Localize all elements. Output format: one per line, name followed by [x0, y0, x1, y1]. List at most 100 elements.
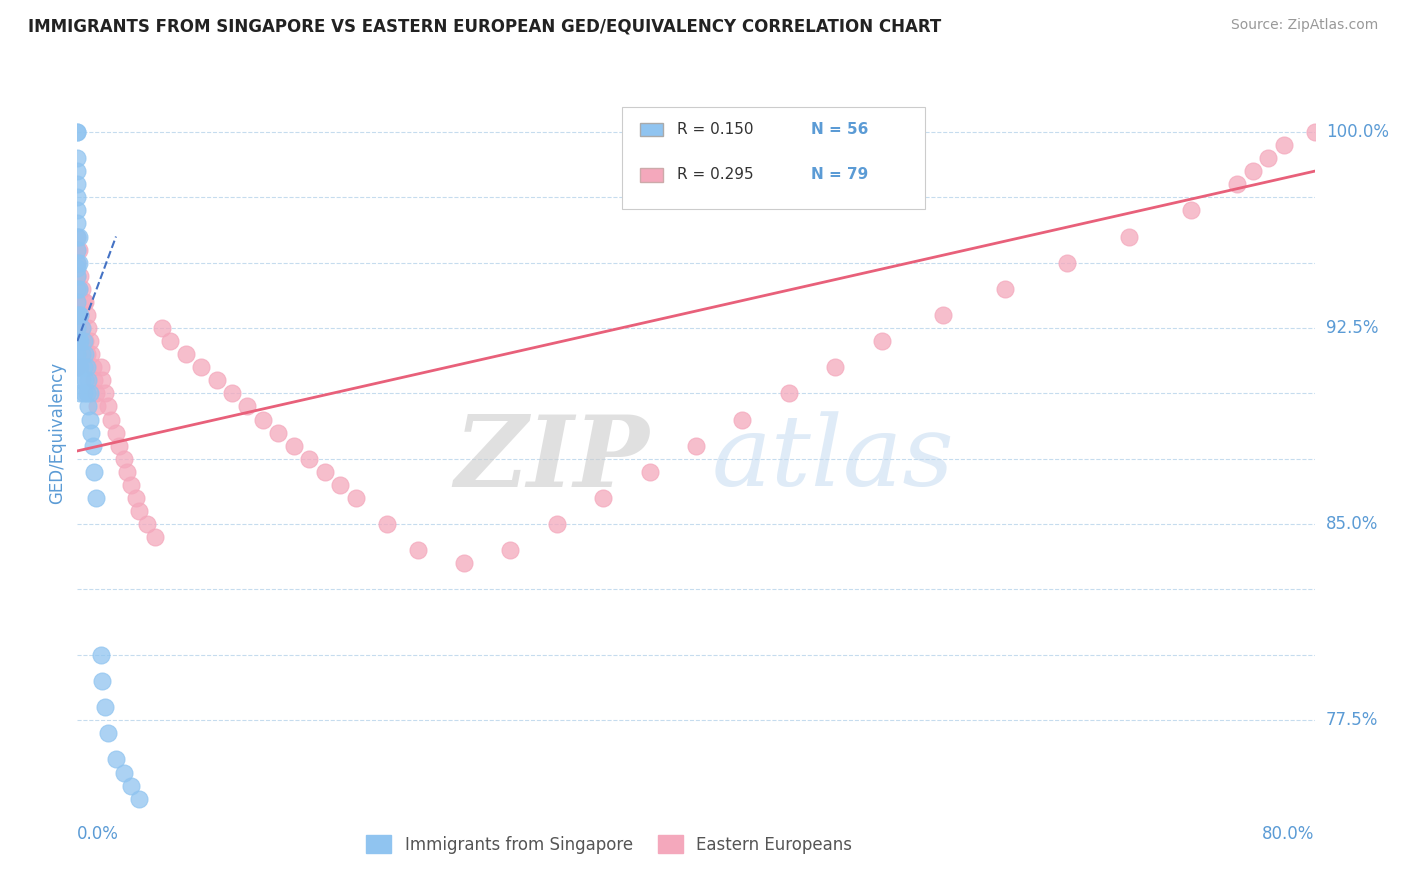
Point	[499, 543, 522, 558]
Point	[77, 400, 100, 414]
Point	[79, 386, 101, 401]
Text: 80.0%: 80.0%	[1263, 825, 1315, 843]
Point	[66, 308, 89, 322]
Point	[67, 282, 90, 296]
Point	[69, 308, 91, 322]
Point	[105, 425, 127, 440]
Point	[66, 294, 89, 309]
Text: N = 56: N = 56	[811, 122, 869, 136]
Point	[83, 465, 105, 479]
Point	[72, 334, 94, 348]
Point	[70, 282, 93, 296]
Point	[252, 412, 274, 426]
Point	[84, 386, 107, 401]
Point	[69, 334, 91, 348]
Point	[67, 308, 90, 322]
Point	[406, 543, 429, 558]
Point	[66, 164, 89, 178]
Point	[190, 360, 212, 375]
Point	[638, 465, 661, 479]
Text: N = 79: N = 79	[811, 168, 869, 182]
Point	[75, 373, 96, 387]
Point	[66, 217, 89, 231]
Point	[84, 491, 107, 505]
Point	[75, 294, 96, 309]
Point	[66, 203, 89, 218]
Point	[90, 648, 111, 662]
Point	[67, 255, 90, 269]
Point	[66, 151, 89, 165]
Point	[1118, 229, 1140, 244]
Point	[1272, 138, 1295, 153]
Point	[66, 255, 89, 269]
Point	[67, 360, 90, 375]
Point	[66, 229, 89, 244]
Point	[72, 294, 94, 309]
Text: R = 0.150: R = 0.150	[678, 122, 754, 136]
Point	[67, 334, 90, 348]
Point	[70, 347, 93, 361]
Point	[66, 294, 89, 309]
Point	[70, 321, 93, 335]
Point	[66, 321, 89, 335]
Point	[79, 412, 101, 426]
Point	[115, 465, 138, 479]
Point	[778, 386, 800, 401]
Point	[91, 673, 114, 688]
Text: 92.5%: 92.5%	[1326, 319, 1378, 337]
Point	[66, 360, 89, 375]
Point	[592, 491, 614, 505]
Point	[453, 557, 475, 571]
Text: 77.5%: 77.5%	[1326, 711, 1378, 730]
Point	[1303, 125, 1326, 139]
Point	[66, 360, 89, 375]
Point	[66, 229, 89, 244]
Point	[90, 360, 111, 375]
Point	[112, 765, 135, 780]
Point	[67, 229, 90, 244]
Point	[66, 260, 89, 275]
Point	[205, 373, 228, 387]
Point	[80, 425, 103, 440]
Legend: Immigrants from Singapore, Eastern Europeans: Immigrants from Singapore, Eastern Europ…	[360, 829, 859, 860]
Point	[76, 360, 98, 375]
Point	[67, 282, 90, 296]
Point	[72, 334, 94, 348]
Point	[97, 400, 120, 414]
Point	[121, 478, 143, 492]
Point	[66, 178, 89, 192]
Point	[1226, 178, 1249, 192]
FancyBboxPatch shape	[621, 107, 925, 209]
Point	[283, 439, 305, 453]
Point	[329, 478, 352, 492]
Point	[66, 334, 89, 348]
Point	[94, 700, 117, 714]
Point	[174, 347, 197, 361]
Point	[932, 308, 955, 322]
Point	[83, 373, 105, 387]
Point	[70, 321, 93, 335]
Text: R = 0.295: R = 0.295	[678, 168, 754, 182]
Point	[1180, 203, 1202, 218]
Point	[824, 360, 846, 375]
Point	[105, 752, 127, 766]
Point	[66, 243, 89, 257]
Point	[66, 268, 89, 283]
Point	[77, 373, 100, 387]
Point	[994, 282, 1017, 296]
Point	[69, 360, 91, 375]
Point	[112, 451, 135, 466]
Point	[91, 373, 114, 387]
Text: atlas: atlas	[711, 411, 955, 507]
Point	[66, 334, 89, 348]
Point	[66, 255, 89, 269]
Point	[66, 243, 89, 257]
Point	[731, 412, 754, 426]
Point	[94, 386, 117, 401]
Point	[82, 439, 104, 453]
Point	[66, 282, 89, 296]
Point	[66, 190, 89, 204]
Point	[143, 530, 166, 544]
Point	[70, 373, 93, 387]
Point	[152, 321, 174, 335]
